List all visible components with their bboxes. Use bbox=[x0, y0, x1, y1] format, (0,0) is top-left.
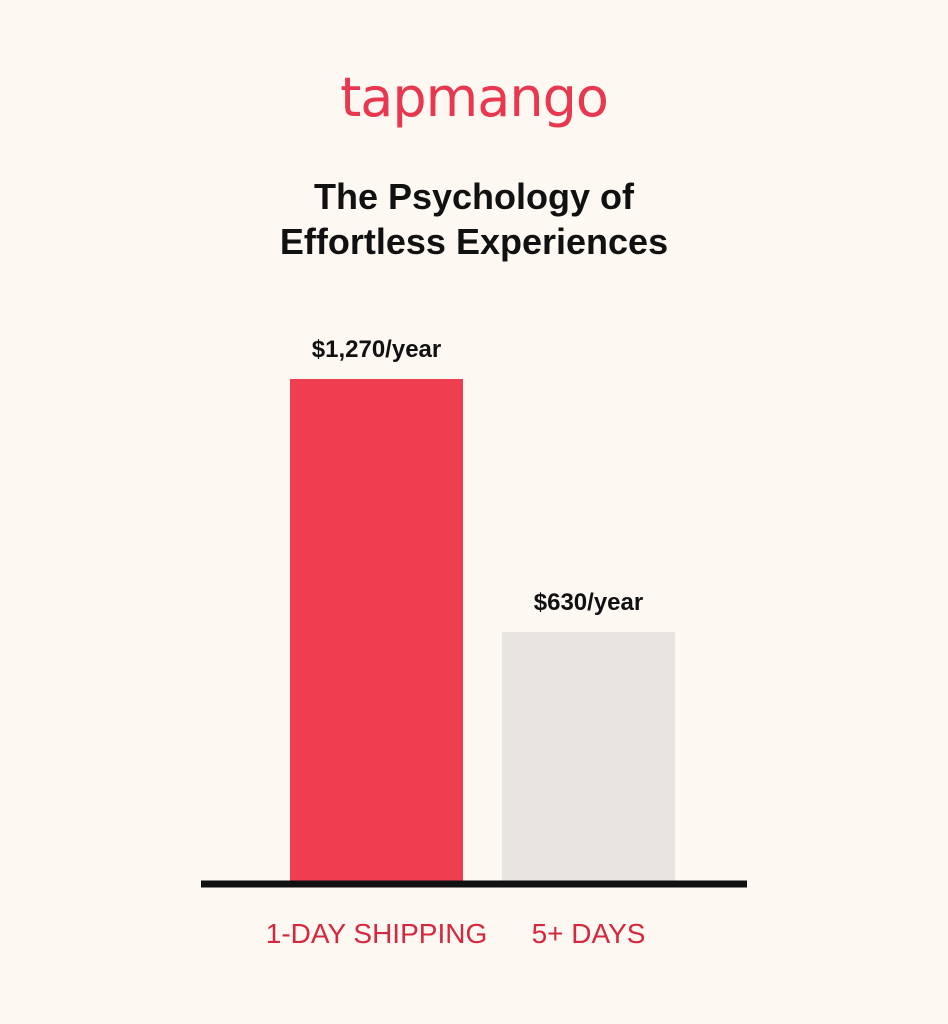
brand-logo: tapmango bbox=[0, 58, 948, 138]
chart-title: The Psychology of Effortless Experiences bbox=[0, 174, 948, 264]
chart-title-line-1: The Psychology of bbox=[313, 176, 635, 217]
bar-2 bbox=[502, 631, 675, 881]
category-label-1: 1-DAY SHIPPING bbox=[266, 918, 487, 949]
chart-title-line-2: Effortless Experiences bbox=[279, 221, 669, 262]
bars-group bbox=[290, 379, 675, 881]
category-label-2: 5+ DAYS bbox=[532, 918, 646, 949]
data-label-2: $630/year bbox=[534, 589, 643, 616]
bar-1 bbox=[290, 379, 463, 881]
data-label-1: $1,270/year bbox=[312, 336, 441, 363]
brand-name: tapmango bbox=[340, 66, 609, 129]
labels-group: $1,270/year 1-DAY SHIPPING $630/year 5+ DAY… bbox=[266, 336, 646, 949]
